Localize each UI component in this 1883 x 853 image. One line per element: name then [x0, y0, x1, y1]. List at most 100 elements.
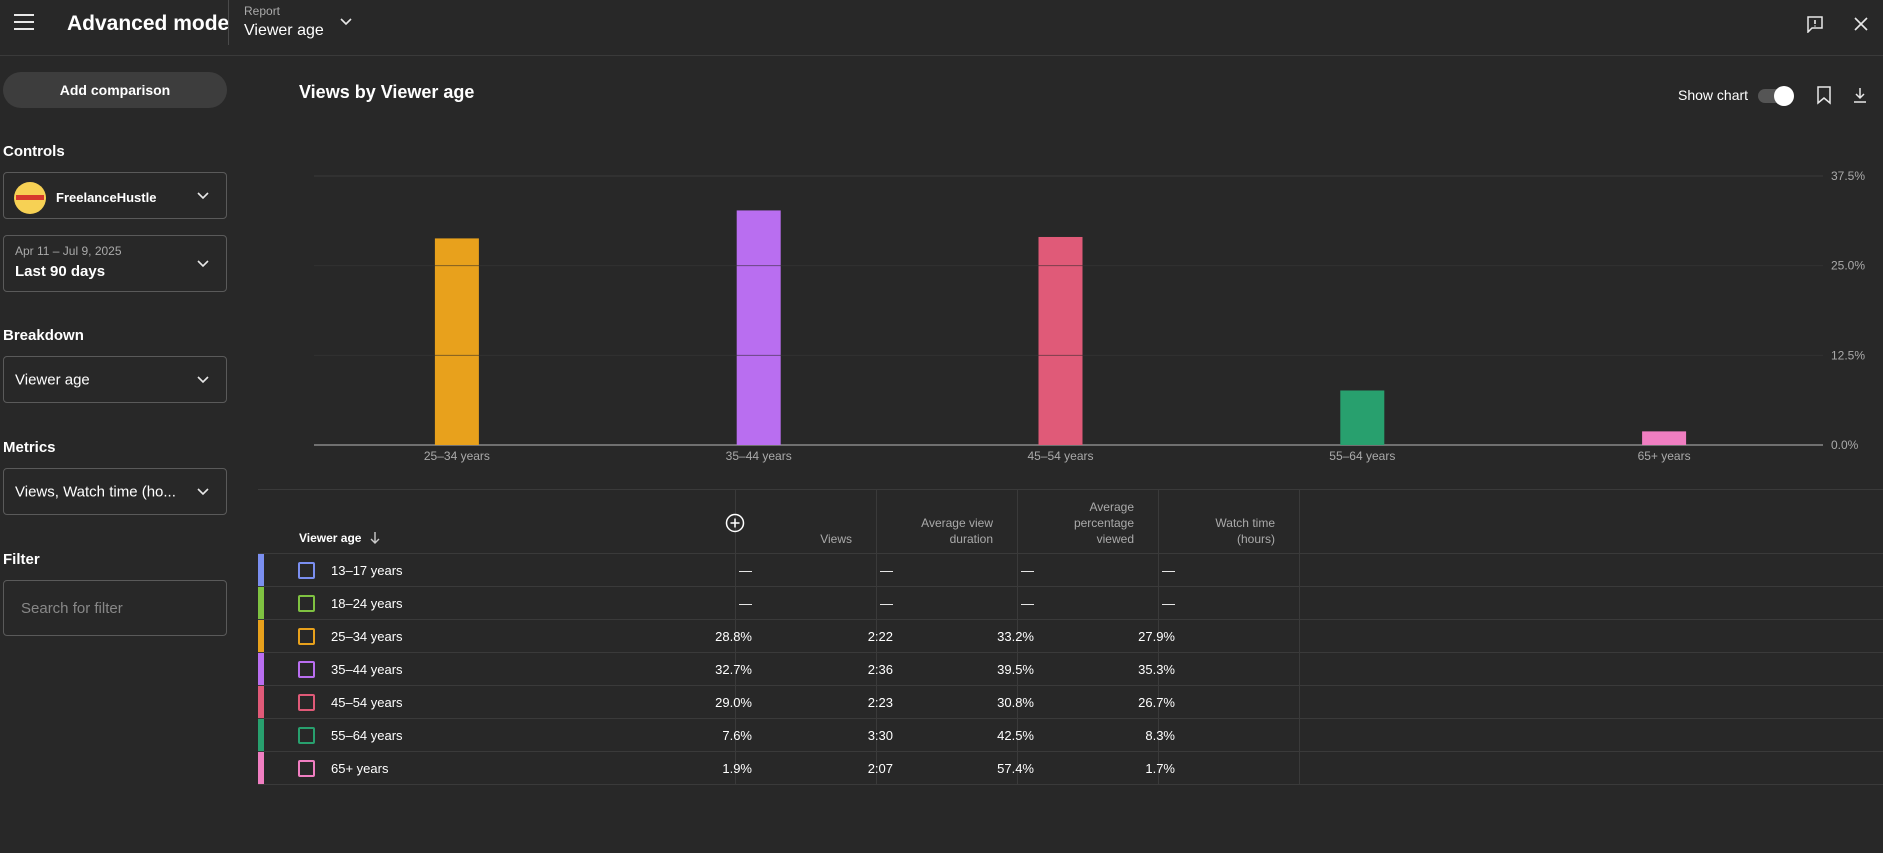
- add-comparison-button[interactable]: Add comparison: [3, 72, 227, 108]
- cell-views: —: [739, 563, 752, 578]
- bar-chart: 37.5% 25.0% 12.5% 0.0% 25–34 years 35–44 year…: [314, 169, 1865, 463]
- bar[interactable]: [434, 238, 479, 445]
- cell-views: 32.7%: [715, 662, 752, 677]
- channel-name: FreelanceHustle: [56, 190, 157, 205]
- row-checkbox[interactable]: [298, 628, 315, 645]
- column-header-avg-percentage[interactable]: Average percentage viewed: [1034, 499, 1134, 547]
- cell-avg-percentage: —: [1021, 596, 1034, 611]
- channel-selector[interactable]: FreelanceHustle: [3, 172, 227, 219]
- row-color-indicator: [258, 686, 264, 718]
- y-tick-label: 25.0%: [1831, 259, 1865, 273]
- cell-watch-time: —: [1162, 563, 1175, 578]
- table-row[interactable]: 13–17 years — — — —: [258, 553, 1883, 586]
- table-row[interactable]: 35–44 years 32.7% 2:36 39.5% 35.3%: [258, 652, 1883, 685]
- chevron-down-icon: [197, 375, 209, 383]
- column-header-text: (hours): [1236, 532, 1275, 546]
- avatar: [14, 182, 46, 214]
- row-label: 25–34 years: [331, 629, 403, 644]
- table-row[interactable]: 65+ years 1.9% 2:07 57.4% 1.7%: [258, 751, 1883, 784]
- column-header-text: Average: [1089, 500, 1134, 514]
- table-row[interactable]: 25–34 years 28.8% 2:22 33.2% 27.9%: [258, 619, 1883, 652]
- show-chart-label: Show chart: [1678, 87, 1749, 103]
- metrics-selector[interactable]: Views, Watch time (ho...: [3, 468, 227, 515]
- cell-avg-percentage: 39.5%: [997, 662, 1034, 677]
- cell-avg-percentage: 42.5%: [997, 728, 1034, 743]
- bar[interactable]: [736, 210, 781, 445]
- cell-views: —: [739, 596, 752, 611]
- controls-label: Controls: [3, 143, 65, 160]
- row-checkbox[interactable]: [298, 595, 315, 612]
- column-divider: [1017, 490, 1018, 784]
- show-chart-toggle[interactable]: [1758, 86, 1794, 106]
- bar[interactable]: [1038, 236, 1083, 445]
- cell-avg-percentage: 33.2%: [997, 629, 1034, 644]
- cell-views: 7.6%: [722, 728, 752, 743]
- row-label: 65+ years: [331, 761, 389, 776]
- row-checkbox[interactable]: [298, 760, 315, 777]
- x-tick-label: 35–44 years: [726, 449, 792, 463]
- chevron-down-icon: [197, 191, 209, 199]
- x-tick-label: 45–54 years: [1027, 449, 1093, 463]
- column-header-text: viewed: [1096, 532, 1134, 546]
- row-checkbox[interactable]: [298, 694, 315, 711]
- column-header-watch-time[interactable]: Watch time (hours): [1175, 515, 1275, 547]
- column-divider: [876, 490, 877, 784]
- cell-avg-duration: 2:22: [867, 629, 893, 644]
- close-icon[interactable]: [1852, 15, 1870, 33]
- report-selector[interactable]: Viewer age: [244, 22, 324, 39]
- column-header-text: Average view: [921, 516, 993, 530]
- metrics-value: Views, Watch time (ho...: [15, 483, 176, 500]
- row-checkbox[interactable]: [298, 727, 315, 744]
- row-color-indicator: [258, 752, 264, 784]
- y-tick-label: 12.5%: [1831, 348, 1865, 362]
- cell-views: 1.9%: [722, 761, 752, 776]
- cell-avg-duration: 3:30: [867, 728, 893, 743]
- date-range-label: Last 90 days: [15, 263, 106, 280]
- top-bar: Advanced mode Report Viewer age: [0, 0, 1883, 56]
- cell-watch-time: 1.7%: [1145, 761, 1175, 776]
- chart-title: Views by Viewer age: [299, 82, 475, 102]
- column-divider: [735, 490, 736, 784]
- date-range-selector[interactable]: Apr 11 – Jul 9, 2025 Last 90 days: [3, 235, 227, 292]
- breakdown-selector[interactable]: Viewer age: [3, 356, 227, 403]
- row-color-indicator: [258, 719, 264, 751]
- row-label: 18–24 years: [331, 596, 403, 611]
- date-range-dates: Apr 11 – Jul 9, 2025: [15, 244, 122, 258]
- column-divider: [1299, 490, 1300, 784]
- column-header-views[interactable]: Views: [752, 531, 852, 547]
- bar[interactable]: [1642, 431, 1687, 445]
- chevron-down-icon[interactable]: [338, 16, 354, 28]
- table-row[interactable]: 55–64 years 7.6% 3:30 42.5% 8.3%: [258, 718, 1883, 751]
- cell-avg-duration: 2:23: [867, 695, 893, 710]
- metrics-label: Metrics: [3, 439, 56, 456]
- bar[interactable]: [1340, 390, 1385, 445]
- x-tick-label: 55–64 years: [1329, 449, 1395, 463]
- filter-search-input[interactable]: [3, 580, 227, 636]
- filter-label: Filter: [3, 551, 40, 568]
- cell-avg-duration: 2:07: [867, 761, 893, 776]
- cell-avg-percentage: —: [1021, 563, 1034, 578]
- row-label: 45–54 years: [331, 695, 403, 710]
- table-divider: [258, 489, 1883, 490]
- feedback-icon[interactable]: [1806, 15, 1824, 33]
- column-header-text: Views: [820, 532, 852, 546]
- column-divider: [1158, 490, 1159, 784]
- cell-avg-percentage: 57.4%: [997, 761, 1034, 776]
- bookmark-icon[interactable]: [1816, 85, 1832, 105]
- sort-down-icon[interactable]: [369, 531, 381, 545]
- table-row[interactable]: 18–24 years — — — —: [258, 586, 1883, 619]
- table-row[interactable]: 45–54 years 29.0% 2:23 30.8% 26.7%: [258, 685, 1883, 718]
- report-label: Report: [244, 4, 281, 18]
- menu-icon[interactable]: [14, 14, 36, 32]
- download-icon[interactable]: [1852, 85, 1868, 105]
- column-header-avg-duration[interactable]: Average view duration: [893, 515, 993, 547]
- row-checkbox[interactable]: [298, 562, 315, 579]
- row-color-indicator: [258, 554, 264, 586]
- row-label: 35–44 years: [331, 662, 403, 677]
- x-tick-label: 65+ years: [1638, 449, 1691, 463]
- column-header-viewer-age[interactable]: Viewer age: [299, 531, 362, 545]
- breakdown-label: Breakdown: [3, 327, 84, 344]
- row-checkbox[interactable]: [298, 661, 315, 678]
- add-column-icon[interactable]: [725, 513, 745, 533]
- row-color-indicator: [258, 620, 264, 652]
